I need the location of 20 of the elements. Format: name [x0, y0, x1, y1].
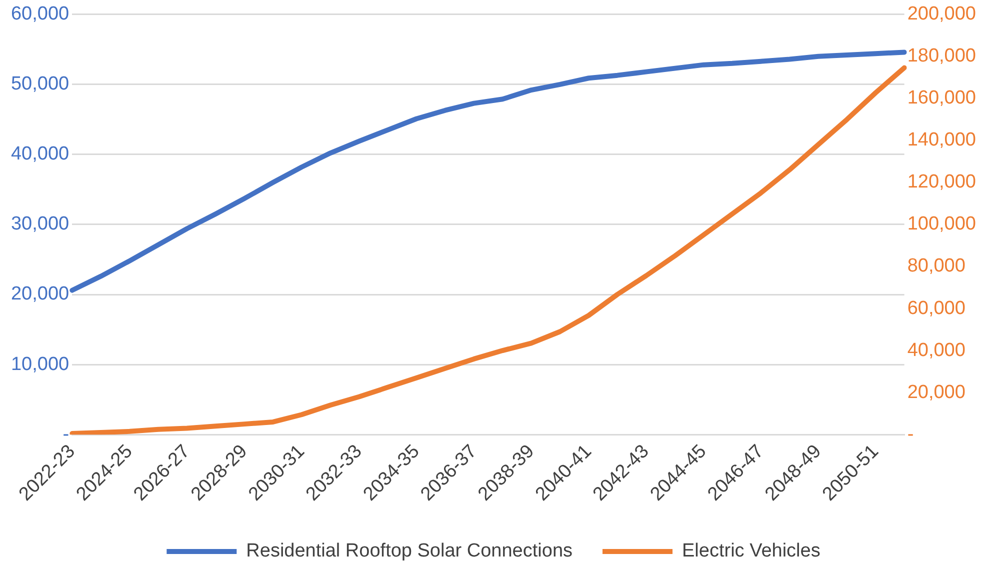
y-tick-label: 50,000	[10, 74, 70, 95]
y2-tick-label: 20,000	[907, 382, 966, 403]
y2-tick-label: 180,000	[907, 46, 976, 67]
y2-tick-label: -	[907, 424, 914, 445]
legend-label: Electric Vehicles	[682, 540, 820, 562]
y2-tick-label: 60,000	[907, 298, 966, 319]
y2-tick-label: 120,000	[907, 172, 976, 193]
y2-tick-label: 160,000	[907, 88, 976, 109]
y-tick-label: 40,000	[10, 144, 70, 165]
y-tick-label: 10,000	[10, 354, 70, 375]
legend-label: Residential Rooftop Solar Connections	[246, 540, 573, 562]
y-tick-label: 60,000	[10, 4, 70, 25]
y2-tick-label: 40,000	[907, 340, 966, 361]
y2-tick-label: 80,000	[907, 256, 966, 277]
y2-tick-label: 200,000	[907, 4, 976, 25]
y-tick-label: 20,000	[10, 284, 70, 305]
y2-tick-label: 100,000	[907, 214, 976, 235]
y-tick-label: 30,000	[10, 214, 70, 235]
y-tick-label: -	[62, 424, 70, 445]
y2-tick-label: 140,000	[907, 130, 976, 151]
